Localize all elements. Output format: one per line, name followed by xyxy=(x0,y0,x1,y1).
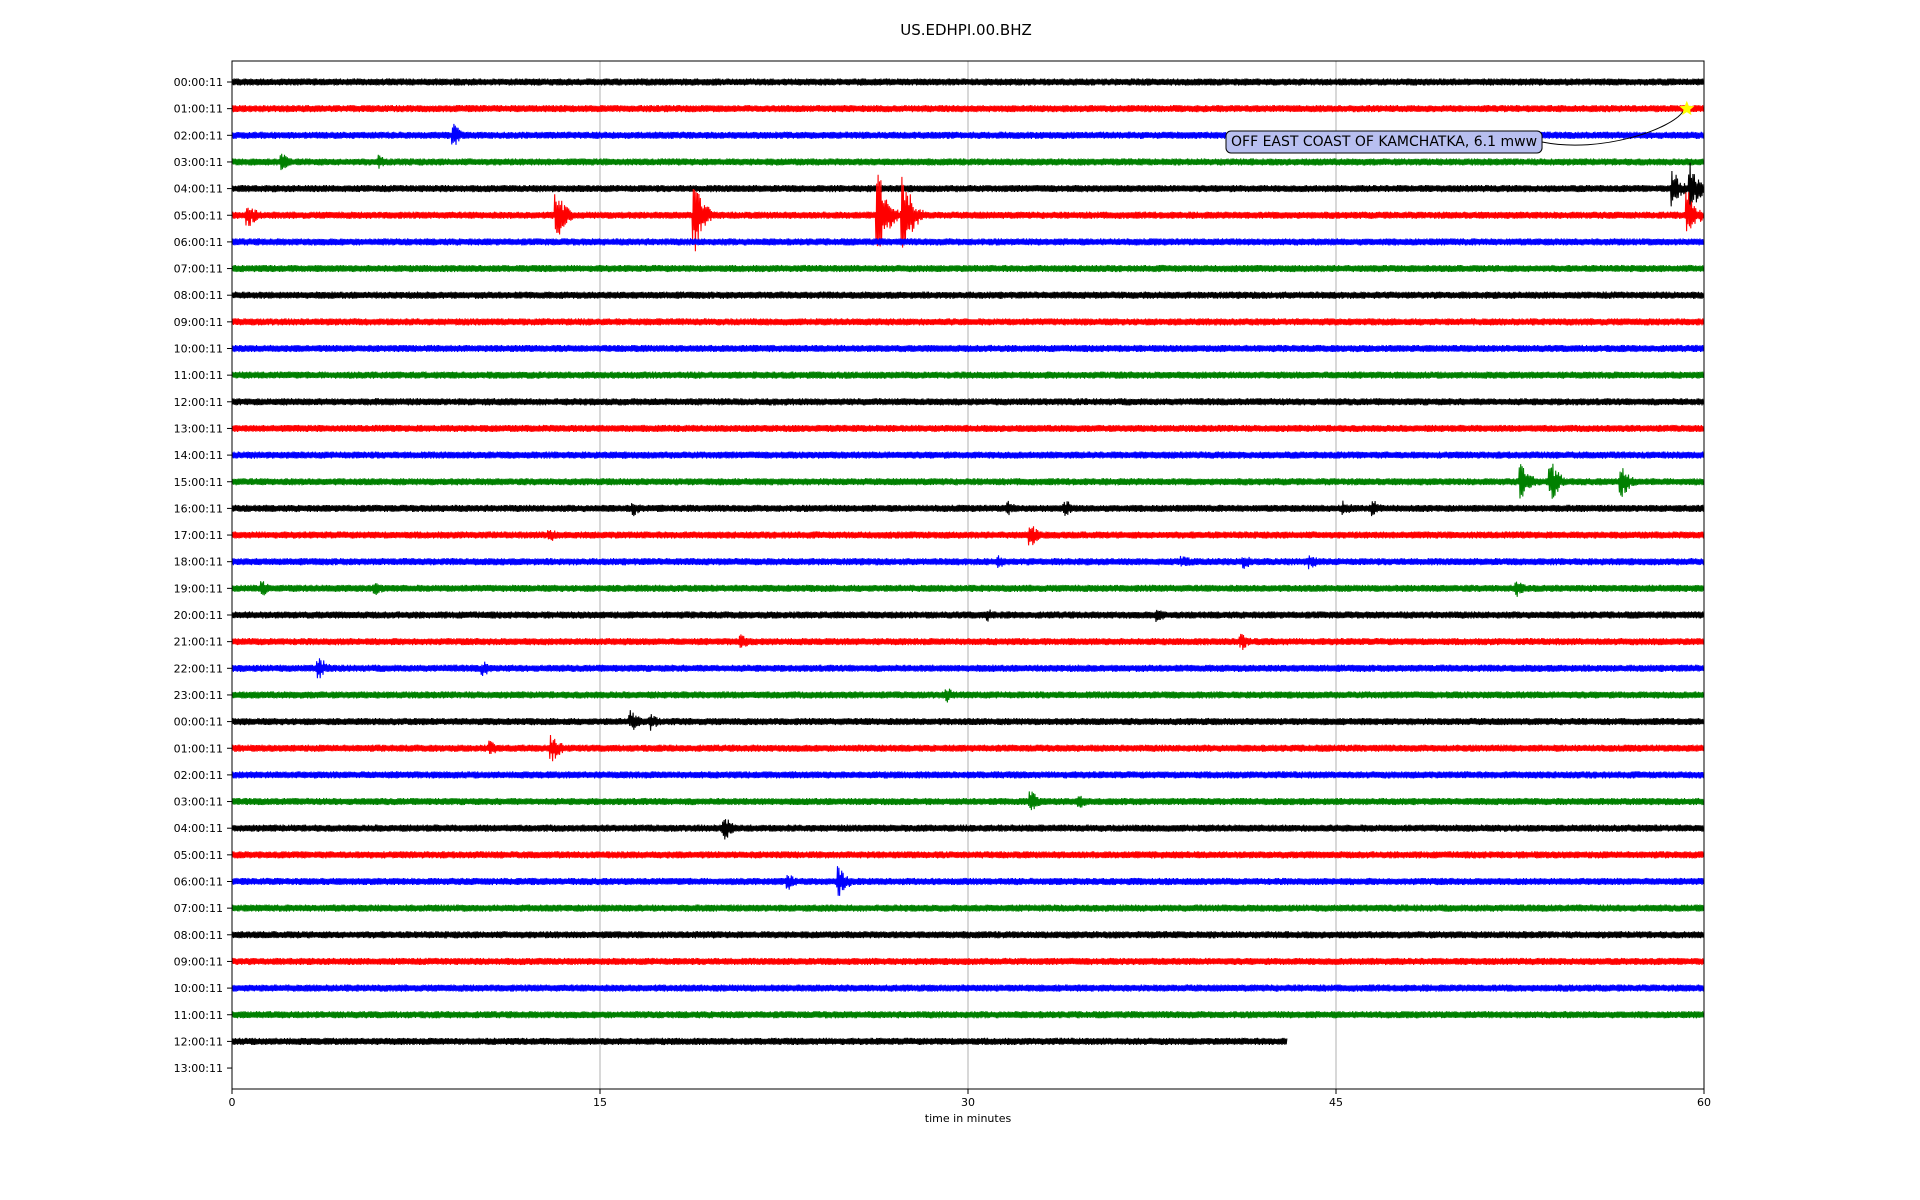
annotation-box xyxy=(1225,130,1543,154)
y-tick-label: 08:00:11 xyxy=(174,289,223,302)
x-tick-label: 15 xyxy=(593,1096,607,1109)
y-tick-label: 11:00:11 xyxy=(174,369,223,382)
trace-line xyxy=(231,371,1704,379)
trace-line xyxy=(231,105,1704,113)
y-tick-label: 10:00:11 xyxy=(174,343,223,356)
trace-line xyxy=(231,318,1704,326)
y-tick-labels: 00:00:11 01:00:11 02:00:11 03:00:11 04:00:11… xyxy=(174,76,232,1075)
trace-line xyxy=(231,688,1704,703)
trace-line xyxy=(231,819,1704,840)
annotation-text: OFF EAST COAST OF KAMCHATKA, 6.1 mww xyxy=(1231,134,1537,150)
y-tick-label: 12:00:11 xyxy=(174,396,223,409)
y-tick-label: 07:00:11 xyxy=(174,902,223,915)
y-tick-label: 12:00:11 xyxy=(174,1035,223,1048)
trace-line xyxy=(231,1011,1704,1019)
trace-line xyxy=(231,581,1704,597)
annotation-arrow xyxy=(1541,111,1684,146)
y-tick-label: 00:00:11 xyxy=(174,76,223,89)
trace-line xyxy=(231,264,1704,273)
plot-frame xyxy=(231,60,1705,1090)
trace-line xyxy=(231,78,1704,86)
trace-line xyxy=(231,791,1704,811)
trace-line xyxy=(231,174,1704,252)
trace-line xyxy=(231,957,1704,966)
trace-line xyxy=(231,153,1704,171)
trace-line xyxy=(231,984,1704,992)
y-tick-label: 01:00:11 xyxy=(174,103,223,116)
event-annotation: OFF EAST COAST OF KAMCHATKA, 6.1 mww xyxy=(1225,100,1695,154)
y-tick-label: 20:00:11 xyxy=(174,609,223,622)
y-tick-label: 01:00:11 xyxy=(174,742,223,755)
y-tick-label: 07:00:11 xyxy=(174,263,223,276)
y-tick-label: 22:00:11 xyxy=(174,662,223,675)
y-tick-label: 16:00:11 xyxy=(174,502,223,515)
trace-line xyxy=(231,162,1704,213)
trace-line xyxy=(231,658,1704,679)
trace-line xyxy=(231,463,1704,499)
x-tick-label: 0 xyxy=(229,1096,236,1109)
traces-group xyxy=(231,78,1704,1046)
trace-line xyxy=(231,734,1704,762)
y-tick-label: 02:00:11 xyxy=(174,129,223,142)
trace-line xyxy=(231,904,1704,912)
y-tick-label: 00:00:11 xyxy=(174,716,223,729)
y-tick-label: 13:00:11 xyxy=(174,422,223,435)
y-tick-label: 19:00:11 xyxy=(174,582,223,595)
trace-line xyxy=(231,866,1704,896)
y-tick-label: 06:00:11 xyxy=(174,876,223,889)
trace-line xyxy=(231,344,1704,353)
chart-title: US.EDHPI.00.BHZ xyxy=(900,21,1032,39)
y-tick-label: 09:00:11 xyxy=(174,955,223,968)
x-tick-label: 60 xyxy=(1697,1096,1711,1109)
trace-line xyxy=(231,633,1704,651)
trace-line xyxy=(231,398,1704,406)
y-tick-label: 11:00:11 xyxy=(174,1009,223,1022)
trace-line xyxy=(231,500,1704,517)
x-tick-labels: 0 15 30 45 60 xyxy=(229,1089,1711,1109)
x-axis-label: time in minutes xyxy=(925,1112,1012,1125)
y-tick-label: 15:00:11 xyxy=(174,476,223,489)
y-tick-label: 04:00:11 xyxy=(174,822,223,835)
y-tick-label: 05:00:11 xyxy=(174,209,223,222)
y-tick-label: 08:00:11 xyxy=(174,929,223,942)
y-tick-label: 03:00:11 xyxy=(174,156,223,169)
grid-lines xyxy=(599,61,1337,1089)
y-tick-label: 10:00:11 xyxy=(174,982,223,995)
y-tick-label: 23:00:11 xyxy=(174,689,223,702)
trace-line xyxy=(231,710,1704,731)
trace-line xyxy=(231,555,1704,570)
trace-line xyxy=(231,526,1704,546)
y-tick-label: 09:00:11 xyxy=(174,316,223,329)
trace-line xyxy=(231,1037,1288,1046)
y-tick-label: 06:00:11 xyxy=(174,236,223,249)
y-tick-label: 21:00:11 xyxy=(174,636,223,649)
y-tick-label: 03:00:11 xyxy=(174,796,223,809)
trace-line xyxy=(231,609,1704,623)
trace-line xyxy=(231,851,1704,859)
trace-line xyxy=(231,238,1704,246)
y-tick-label: 02:00:11 xyxy=(174,769,223,782)
y-tick-label: 04:00:11 xyxy=(174,183,223,196)
trace-line xyxy=(231,451,1704,459)
trace-line xyxy=(231,291,1704,299)
x-tick-label: 45 xyxy=(1329,1096,1343,1109)
x-tick-label: 30 xyxy=(961,1096,975,1109)
y-tick-label: 05:00:11 xyxy=(174,849,223,862)
trace-line xyxy=(231,424,1704,433)
y-tick-label: 18:00:11 xyxy=(174,556,223,569)
trace-line xyxy=(231,771,1704,779)
star-icon xyxy=(1679,100,1695,116)
trace-line xyxy=(231,931,1704,939)
y-tick-label: 17:00:11 xyxy=(174,529,223,542)
y-tick-label: 14:00:11 xyxy=(174,449,223,462)
y-tick-label: 13:00:11 xyxy=(174,1062,223,1075)
